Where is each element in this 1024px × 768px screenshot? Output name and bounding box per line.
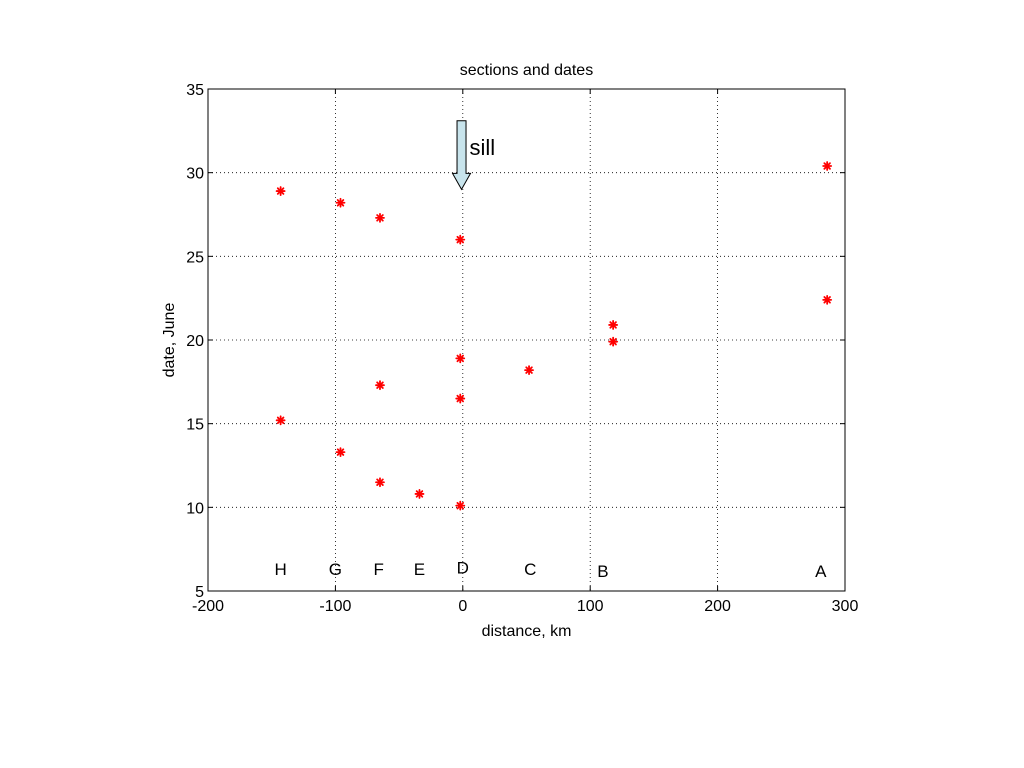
section-label: G <box>329 560 342 579</box>
data-point <box>822 294 833 305</box>
data-point <box>335 447 346 458</box>
x-axis-label: distance, km <box>482 623 572 640</box>
data-point <box>335 197 346 208</box>
data-point <box>524 365 534 376</box>
y-tick-label: 10 <box>186 500 204 517</box>
y-tick-label: 20 <box>186 333 204 350</box>
section-label: H <box>274 560 286 579</box>
x-tick-label: -200 <box>192 598 224 615</box>
section-label: E <box>414 560 425 579</box>
data-point <box>455 500 466 511</box>
y-tick-label: 25 <box>186 249 204 266</box>
section-label: B <box>597 562 608 581</box>
data-point <box>455 353 466 364</box>
data-point <box>375 212 385 223</box>
y-tick-label: 15 <box>186 417 204 434</box>
section-label: D <box>457 559 469 578</box>
data-point <box>375 477 385 488</box>
x-tick-label: 200 <box>704 598 731 615</box>
chart-title: sections and dates <box>460 62 593 79</box>
plot-area <box>208 89 845 591</box>
sill-arrow-icon <box>451 120 472 191</box>
section-label: A <box>815 562 827 581</box>
data-point <box>275 186 286 196</box>
x-tick-label: -100 <box>319 598 351 615</box>
data-point <box>608 320 619 330</box>
data-point <box>375 380 385 391</box>
y-tick-label: 5 <box>195 584 204 601</box>
data-point <box>455 234 466 245</box>
y-tick-label: 35 <box>186 82 204 99</box>
x-tick-label: 100 <box>577 598 604 615</box>
y-tick-label: 30 <box>186 166 204 183</box>
data-point <box>822 161 833 171</box>
section-label: F <box>374 560 384 579</box>
section-label: C <box>524 560 536 579</box>
axis-ticks: -200 -100 0 100 200 300 5 10 15 20 25 30 35 <box>186 82 858 615</box>
data-points <box>275 161 833 511</box>
data-point <box>414 489 425 499</box>
data-point <box>455 393 466 404</box>
sill-annotation: sill <box>470 135 496 160</box>
x-tick-label: 0 <box>458 598 467 615</box>
data-point <box>275 415 286 426</box>
x-tick-label: 300 <box>832 598 859 615</box>
data-point <box>608 336 619 347</box>
y-axis-label: date, June <box>161 303 178 378</box>
